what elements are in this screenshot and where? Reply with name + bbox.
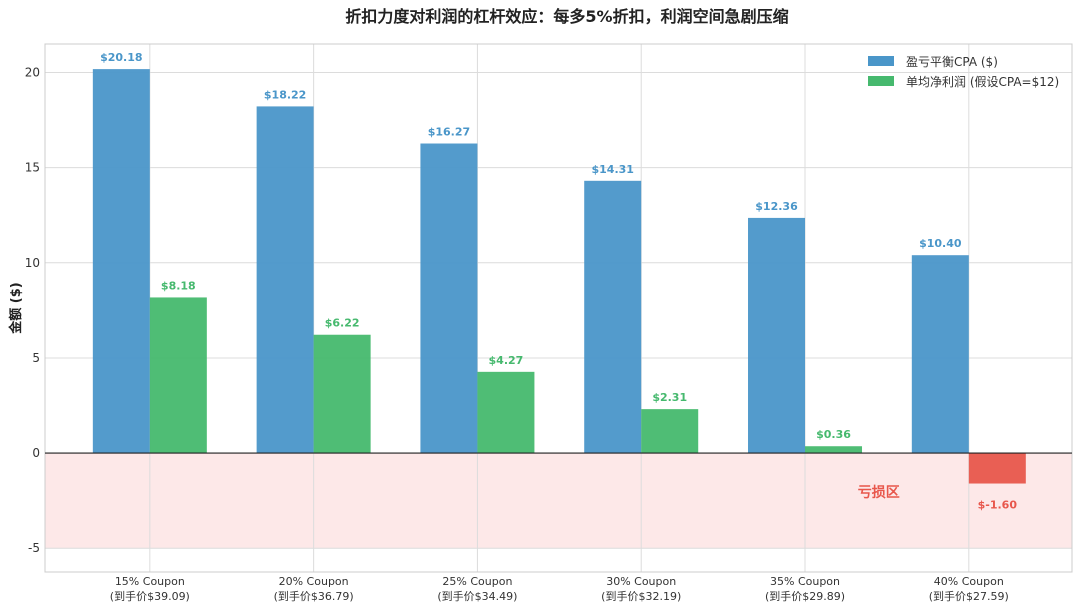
bar-breakeven-cpa — [92, 69, 150, 454]
data-label: $4.27 — [489, 354, 524, 367]
bar-net-profit — [805, 446, 863, 454]
loss-zone-label: 亏损区 — [858, 484, 900, 501]
chart-title: 折扣力度对利润的杠杆效应：每多5%折扣，利润空间急剧压缩 — [345, 7, 788, 26]
y-axis-label: 金额 ($) — [8, 282, 24, 334]
x-tick-label: 15% Coupon — [115, 575, 185, 588]
x-tick-label: 40% Coupon — [934, 575, 1004, 588]
loss-region — [45, 453, 1072, 549]
bar-breakeven-cpa — [420, 143, 478, 454]
data-label: $20.18 — [100, 51, 142, 64]
legend: 盈亏平衡CPA ($) 单均净利润 (假设CPA=$12) — [868, 55, 1059, 89]
data-label: $10.40 — [919, 237, 962, 250]
bar-breakeven-cpa — [911, 255, 969, 454]
x-tick-label: 30% Coupon — [606, 575, 676, 588]
x-tick-label: (到手价$36.79) — [274, 589, 354, 603]
x-tick-label: 25% Coupon — [442, 575, 512, 588]
bar-net-profit — [477, 371, 535, 454]
plot-frame — [44, 43, 1073, 573]
x-tick-label: 35% Coupon — [770, 575, 840, 588]
y-tick-label: 0 — [32, 446, 40, 460]
data-label: $0.36 — [816, 428, 851, 441]
x-tick-label: (到手价$27.59) — [929, 589, 1009, 603]
legend-swatch — [868, 56, 894, 66]
x-tick-label: (到手价$39.09) — [110, 589, 190, 603]
data-label: $14.31 — [591, 163, 633, 176]
legend-swatch — [868, 76, 894, 86]
x-tick-label: (到手价$32.19) — [601, 589, 681, 603]
data-label: $-1.60 — [978, 499, 1018, 512]
y-tick-label: 10 — [25, 256, 40, 270]
legend-label: 盈亏平衡CPA ($) — [906, 55, 998, 69]
data-label: $18.22 — [264, 88, 306, 101]
bar-net-profit — [313, 334, 371, 454]
data-label: $6.22 — [325, 317, 360, 330]
x-tick-label: (到手价$29.89) — [765, 589, 845, 603]
data-label: $2.31 — [652, 391, 687, 404]
y-tick-label: 15 — [25, 161, 40, 175]
data-label: $8.18 — [161, 279, 196, 292]
bar-breakeven-cpa — [748, 217, 806, 454]
data-label: $12.36 — [755, 200, 798, 213]
bar-breakeven-cpa — [584, 180, 642, 454]
bar-breakeven-cpa — [256, 106, 314, 454]
bar-net-profit — [968, 453, 1026, 484]
data-label: $16.27 — [428, 126, 470, 139]
y-tick-label: 5 — [32, 351, 40, 365]
y-tick-label: -5 — [28, 541, 40, 555]
x-tick-label: 20% Coupon — [279, 575, 349, 588]
bar-net-profit — [149, 297, 207, 454]
y-tick-label: 20 — [25, 66, 40, 80]
x-tick-label: (到手价$34.49) — [437, 589, 517, 603]
bar-net-profit — [641, 409, 699, 454]
legend-label: 单均净利润 (假设CPA=$12) — [906, 75, 1059, 89]
